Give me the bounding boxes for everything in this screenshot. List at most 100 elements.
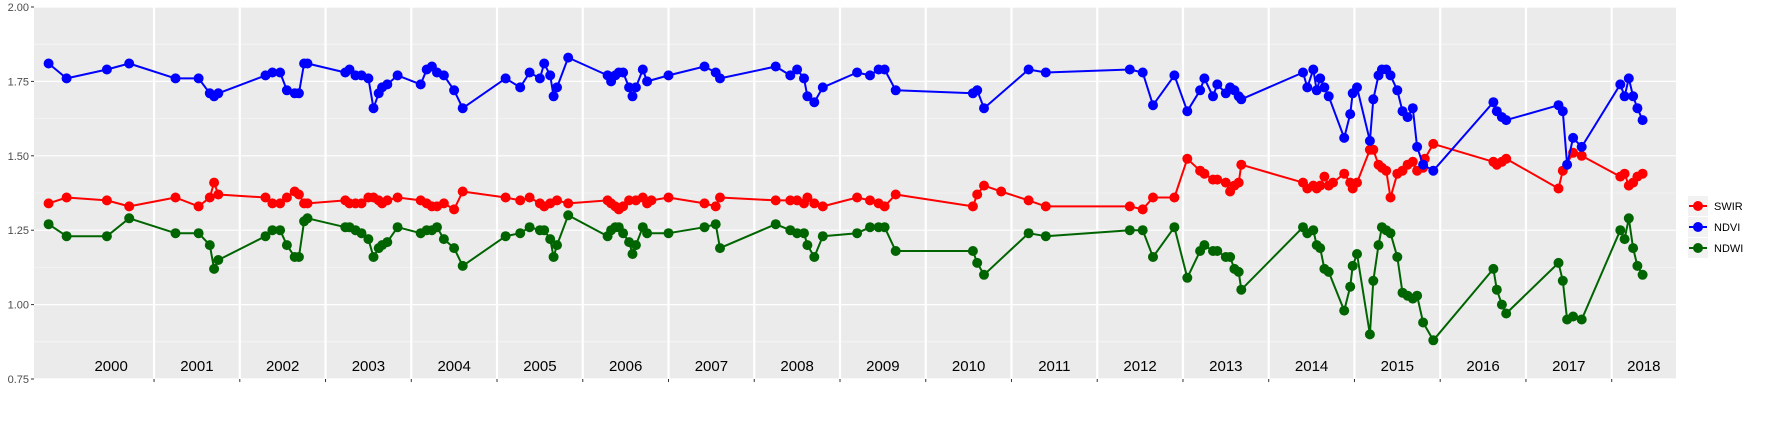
data-point [438, 234, 449, 245]
legend-key-point [1693, 201, 1703, 211]
data-point [545, 70, 556, 81]
data-point [209, 263, 220, 274]
data-point [302, 58, 313, 69]
data-point [1023, 195, 1034, 206]
data-point [1182, 106, 1193, 117]
data-point [1576, 141, 1587, 152]
data-point [972, 85, 983, 96]
data-point [1148, 100, 1158, 111]
data-point [1212, 174, 1223, 185]
data-point [1323, 91, 1334, 102]
data-point [1199, 168, 1210, 179]
data-point [802, 192, 813, 203]
data-point [1412, 141, 1423, 152]
data-point [124, 58, 135, 69]
y-tick-label: 1.50 [8, 151, 29, 163]
data-point [1212, 246, 1223, 256]
data-point [101, 64, 112, 75]
data-point [1568, 132, 1579, 143]
year-label: 2009 [866, 358, 899, 375]
data-point [1428, 138, 1439, 149]
data-point [879, 201, 890, 212]
data-point [1496, 299, 1507, 310]
data-point [630, 82, 641, 93]
data-point [1352, 177, 1362, 188]
data-point [124, 201, 135, 212]
data-point [213, 88, 224, 99]
data-point [1220, 177, 1231, 188]
legend-label-swir: SWIR [1714, 201, 1743, 213]
data-point [368, 252, 379, 262]
data-point [715, 192, 725, 203]
data-point [449, 85, 460, 96]
data-point [1368, 275, 1379, 286]
data-point [785, 70, 796, 81]
data-point [61, 192, 72, 203]
data-point [817, 201, 828, 212]
data-point [809, 97, 820, 108]
data-point [770, 61, 781, 72]
data-point [193, 201, 204, 212]
year-label: 2015 [1381, 358, 1414, 375]
data-point [642, 228, 653, 239]
year-label: 2010 [952, 358, 985, 375]
data-point [1137, 225, 1148, 236]
data-point [770, 219, 781, 230]
data-point [1368, 144, 1379, 155]
data-point [101, 231, 112, 242]
data-point [1381, 165, 1392, 176]
data-point [792, 228, 803, 239]
y-tick-label: 0.75 [8, 374, 29, 386]
data-point [500, 192, 511, 203]
data-point [1323, 266, 1334, 277]
data-point [563, 198, 574, 209]
year-label: 2007 [695, 358, 728, 375]
data-point [1339, 305, 1350, 316]
data-point [1619, 168, 1630, 179]
data-point [1302, 82, 1313, 93]
data-point [865, 222, 875, 233]
data-point [552, 82, 562, 93]
data-point [1364, 135, 1375, 146]
data-point [552, 195, 562, 206]
year-label: 2014 [1295, 358, 1328, 375]
data-point [548, 91, 559, 102]
data-point [1137, 67, 1148, 78]
data-point [1402, 112, 1413, 123]
data-point [1182, 272, 1193, 283]
data-point [382, 79, 393, 90]
data-point [979, 103, 989, 114]
data-point [457, 260, 468, 271]
data-point [1501, 153, 1512, 164]
data-point [809, 198, 820, 209]
data-point [170, 73, 181, 84]
data-point [1418, 317, 1429, 328]
data-point [1319, 82, 1330, 93]
data-point [967, 246, 978, 256]
data-point [293, 252, 304, 262]
year-label: 2016 [1466, 358, 1499, 375]
data-point [817, 82, 828, 93]
year-label: 2012 [1123, 358, 1156, 375]
data-point [209, 177, 220, 188]
data-point [1553, 257, 1564, 268]
data-point [1169, 192, 1180, 203]
data-point [1339, 132, 1350, 143]
data-point [1236, 159, 1247, 170]
data-point [865, 70, 875, 81]
data-point [1345, 109, 1356, 120]
data-point [852, 192, 863, 203]
data-point [1352, 249, 1362, 259]
year-label: 2005 [523, 358, 556, 375]
y-tick-label: 1.00 [8, 300, 29, 312]
data-point [979, 180, 989, 191]
data-point [972, 257, 983, 268]
data-point [1040, 67, 1051, 78]
data-point [363, 73, 374, 84]
data-point [457, 186, 468, 197]
data-point [213, 255, 224, 265]
data-point [563, 210, 574, 221]
data-point [515, 82, 526, 93]
y-tick-label: 1.25 [8, 225, 29, 237]
data-point [449, 204, 460, 215]
